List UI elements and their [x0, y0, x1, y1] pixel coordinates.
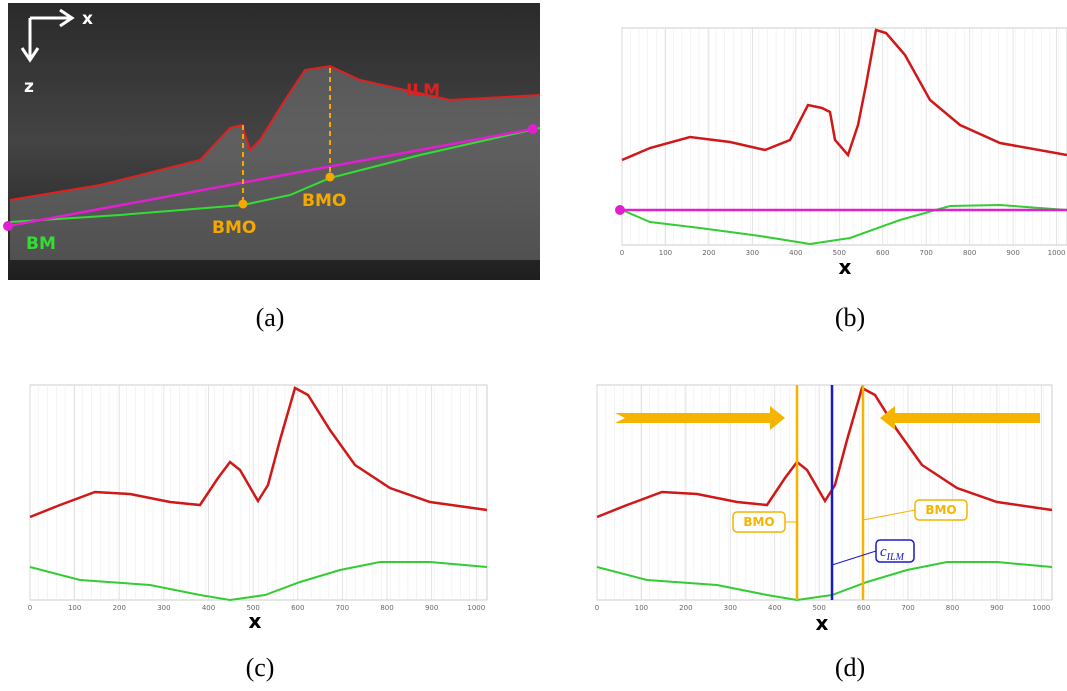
center-subscript: ILM [886, 552, 905, 563]
x-axis-label: x [82, 9, 93, 29]
x-tick-label: 100 [68, 604, 81, 612]
bmo-label: BMO [302, 191, 346, 211]
caption: (d) [835, 653, 865, 682]
endpoint [528, 124, 538, 134]
caption: (b) [835, 303, 865, 332]
x-tick-label: 800 [963, 249, 976, 257]
x-axis-label: x [249, 609, 262, 633]
x-tick-label: 400 [768, 604, 781, 612]
x-tick-label: 200 [702, 249, 715, 257]
x-tick-label: 100 [659, 249, 672, 257]
x-axis-label: x [816, 611, 829, 635]
x-tick-label: 200 [113, 604, 126, 612]
panel-c: x (c) 0 100 200 300 400 500 600 700 800 900 1000 [28, 385, 487, 682]
x-tick-label: 600 [857, 604, 870, 612]
x-tick-label: 1000 [1032, 604, 1050, 612]
x-tick-label: 800 [380, 604, 393, 612]
x-tick-label: 0 [595, 604, 599, 612]
x-tick-label: 600 [291, 604, 304, 612]
x-tick-label: 100 [635, 604, 648, 612]
x-tick-label: 700 [920, 249, 933, 257]
x-tick-label: 300 [724, 604, 737, 612]
x-tick-label: 900 [990, 604, 1003, 612]
bmo-point [239, 200, 248, 209]
x-tick-label: 900 [1006, 249, 1019, 257]
endpoint [3, 221, 13, 231]
panel-a: x z ILM BMO BMO BM (a) [3, 3, 540, 332]
z-axis-label: z [24, 77, 34, 97]
x-tick-label: 500 [246, 604, 259, 612]
bmo-label: BMO [212, 218, 256, 238]
bm-label: BM [26, 234, 56, 254]
x-tick-label: 300 [157, 604, 170, 612]
x-tick-label: 500 [833, 249, 846, 257]
x-tick-label: 0 [28, 604, 32, 612]
figure: x z ILM BMO BMO BM (a) x (b) 0 100 200 300 4… [0, 0, 1067, 691]
x-tick-label: 300 [746, 249, 759, 257]
x-tick-label: 0 [620, 249, 624, 257]
x-tick-label: 700 [901, 604, 914, 612]
endpoint [615, 205, 625, 215]
x-tick-label: 1000 [1048, 249, 1066, 257]
x-tick-label: 800 [946, 604, 959, 612]
x-tick-label: 500 [812, 604, 825, 612]
x-tick-label: 600 [876, 249, 889, 257]
bmo-annotation: BMO [925, 503, 956, 517]
bmo-point [326, 173, 335, 182]
bmo-annotation: BMO [743, 515, 774, 529]
x-tick-label: 1000 [467, 604, 485, 612]
caption: (c) [246, 653, 275, 682]
x-tick-label: 700 [336, 604, 349, 612]
x-tick-label: 400 [789, 249, 802, 257]
caption: (a) [256, 303, 285, 332]
ilm-label: ILM [406, 81, 440, 101]
x-tick-label: 900 [425, 604, 438, 612]
x-tick-label: 200 [679, 604, 692, 612]
panel-b: x (b) 0 100 200 300 400 500 600 700 800 900 1000 [615, 28, 1067, 332]
x-axis-label: x [839, 255, 852, 279]
x-tick-label: 400 [202, 604, 215, 612]
